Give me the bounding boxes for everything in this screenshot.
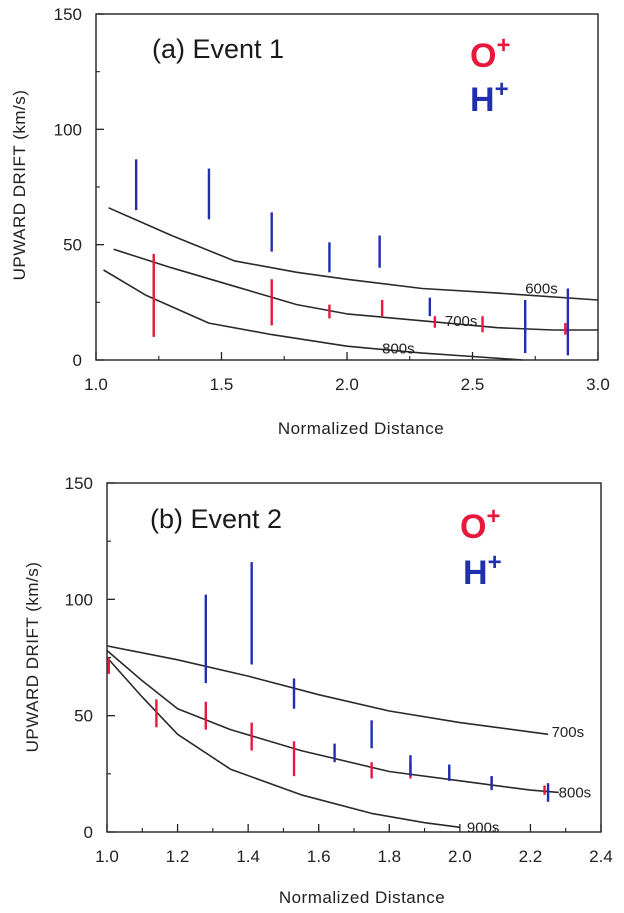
legend-ion-h-letter-b: H xyxy=(463,554,488,592)
x-axis-title-a: Normalized Distance xyxy=(278,419,444,438)
x-tick-label: 1.8 xyxy=(377,847,401,866)
x-tick-label: 2.2 xyxy=(519,847,543,866)
x-tick-label: 2.0 xyxy=(335,375,359,394)
legend-ion-o-letter-b: O xyxy=(460,508,486,546)
legend-ion-o-letter-a: O xyxy=(470,37,496,75)
model-curve-600s xyxy=(108,207,599,301)
legend-ion-h-plus-b: H+ xyxy=(463,549,502,592)
x-tick-label: 1.0 xyxy=(84,375,108,394)
panel-title-a: (a) Event 1 xyxy=(152,34,284,64)
curve-label-800s: 800s xyxy=(559,784,592,801)
x-tick-label: 1.6 xyxy=(307,847,331,866)
model-curve-700s xyxy=(113,248,598,331)
x-tick-label: 2.5 xyxy=(461,375,485,394)
x-tick-label: 1.0 xyxy=(95,847,119,866)
y-tick-label: 0 xyxy=(84,823,93,842)
legend-b: O+ H+ xyxy=(460,503,502,592)
legend-a: O+ H+ xyxy=(470,32,510,119)
y-tick-label: 0 xyxy=(73,351,82,370)
legend-ion-h-plus-a: H+ xyxy=(470,76,509,119)
legend-ion-o-plus-a: O+ xyxy=(470,32,510,75)
model-curve-900s xyxy=(106,656,461,829)
y-tick-label: 150 xyxy=(54,5,82,24)
x-tick-label: 1.5 xyxy=(210,375,234,394)
panel-event-2: (b) Event 2 O+ H+ Normalized Distance UP… xyxy=(23,474,613,907)
legend-ion-o-plus-b: O+ xyxy=(460,503,500,546)
panel-event-1: (a) Event 1 O+ H+ Normalized Distance UP… xyxy=(10,5,610,438)
y-axis-title-a: UPWARD DRIFT (km/s) xyxy=(10,90,29,281)
model-curves-a: 600s 700s 800s xyxy=(103,207,599,361)
curve-label-900s: 900s xyxy=(467,819,500,836)
model-curves-b: 700s 800s 900s xyxy=(106,645,592,836)
x-axis-title-b: Normalized Distance xyxy=(279,888,445,907)
curve-label-600s: 600s xyxy=(525,280,558,297)
y-tick-label: 50 xyxy=(74,707,93,726)
curve-label-700s: 700s xyxy=(552,724,585,741)
y-tick-label: 150 xyxy=(65,474,93,493)
legend-ion-o-sup-b: + xyxy=(486,503,500,530)
model-curve-800s xyxy=(106,649,559,794)
legend-ion-h-letter-a: H xyxy=(470,81,495,119)
error-bars-b xyxy=(107,562,550,802)
model-curve-700s xyxy=(106,645,549,736)
plot-frame-b xyxy=(106,482,602,833)
model-curve-800s xyxy=(103,269,523,361)
x-tick-label: 3.0 xyxy=(586,375,610,394)
curve-label-700s: 700s xyxy=(445,313,478,330)
plot-frame-a xyxy=(95,13,599,361)
x-tick-label: 2.0 xyxy=(448,847,472,866)
y-tick-label: 100 xyxy=(54,120,82,139)
y-tick-label: 50 xyxy=(63,236,82,255)
legend-ion-h-sup-b: + xyxy=(488,549,502,576)
axis-ticks-b: 1.0 1.2 1.4 1.6 1.8 2.0 2.2 2.4 0 50 100 150 xyxy=(65,474,613,866)
legend-ion-h-sup-a: + xyxy=(495,76,509,103)
x-tick-label: 1.2 xyxy=(166,847,190,866)
y-tick-label: 100 xyxy=(65,590,93,609)
x-tick-label: 1.4 xyxy=(236,847,260,866)
curve-label-800s: 800s xyxy=(382,340,415,357)
panel-title-b: (b) Event 2 xyxy=(150,504,282,534)
axis-ticks-a: 1.0 1.5 2.0 2.5 3.0 0 50 100 150 xyxy=(54,5,610,394)
error-bars-a xyxy=(134,159,570,356)
legend-ion-o-sup-a: + xyxy=(496,32,510,59)
y-axis-title-b: UPWARD DRIFT (km/s) xyxy=(23,562,42,753)
x-tick-label: 2.4 xyxy=(589,847,613,866)
